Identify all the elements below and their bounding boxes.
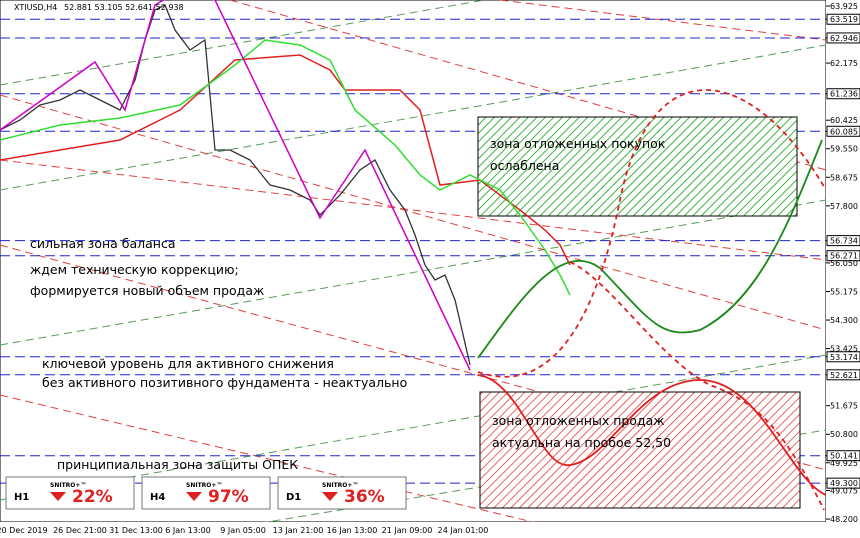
indicator-box [277, 476, 407, 510]
percent: 22% [72, 487, 113, 507]
brand: SNITRO+™ [50, 482, 86, 489]
price-label: 49.075 [830, 487, 858, 496]
annotation: принципиальная зона защиты ОПЕК [57, 457, 298, 472]
price-label: 62.946 [830, 34, 858, 43]
annotation: зона отложенных покупок [490, 136, 666, 151]
symbol: XTIUSD,H4 [14, 3, 57, 12]
cloud-red [0, 54, 571, 266]
price-label: 53.425 [830, 345, 858, 354]
scenario-down-alt [477, 374, 827, 496]
price-label: 48.200 [830, 515, 858, 524]
price-label: 50.800 [830, 430, 858, 439]
cloud-green [0, 39, 571, 296]
price-label: 62.175 [830, 59, 858, 68]
annotation: зона отложенных продаж [492, 413, 665, 428]
buy-zone [477, 116, 798, 217]
timeframe: H1 [14, 492, 29, 503]
date-label: 20 Dec 2019 [0, 526, 48, 535]
price-label: 58.675 [830, 173, 858, 182]
indicator-box [5, 476, 135, 510]
zigzag [0, 0, 471, 371]
percent: 97% [208, 487, 249, 507]
price-label: 56.050 [830, 259, 858, 268]
scenario-up [477, 139, 823, 359]
date-label: 9 Jan 05:00 [220, 526, 266, 535]
price-label: 60.085 [830, 127, 858, 136]
level-box [826, 125, 860, 137]
annotation: формируется новый объем продаж [30, 283, 264, 298]
price-label: 56.271 [830, 252, 858, 261]
arrow [50, 492, 66, 501]
level-box [826, 88, 860, 100]
scenario-up-alt [477, 89, 827, 378]
price-label: 60.425 [830, 116, 858, 125]
annotation: сильная зона баланса [30, 236, 176, 251]
date-label: 6 Jan 13:00 [165, 526, 211, 535]
date-label: 26 Dec 21:00 [53, 526, 107, 535]
arrow [186, 492, 202, 501]
ohlc: 52.881 53.105 52.641 52.938 [64, 3, 184, 12]
price-label: 53.174 [830, 353, 858, 362]
timeframe: D1 [286, 492, 301, 503]
level-box [826, 32, 860, 44]
date-label: 24 Jan 01:00 [438, 526, 489, 535]
price-label: 56.734 [830, 237, 858, 246]
date-label: 21 Jan 09:00 [382, 526, 433, 535]
level-box [826, 13, 860, 25]
level-box [826, 235, 860, 247]
sell-zone [479, 391, 801, 509]
price-label: 57.800 [830, 202, 858, 211]
level-box [826, 369, 860, 381]
percent: 36% [344, 487, 385, 507]
price-label: 63.925 [830, 2, 858, 11]
time-axis [0, 522, 826, 538]
price-label: 63.519 [830, 15, 858, 24]
brand: SNITRO+™ [322, 482, 358, 489]
annotation: ждем техническую коррекцию; [30, 262, 239, 277]
price-label: 61.236 [830, 90, 858, 99]
price-label: 49.925 [830, 459, 858, 468]
date-label: 13 Jan 21:00 [273, 526, 324, 535]
level-box [826, 250, 860, 262]
price-label: 52.621 [830, 371, 858, 380]
level-box [826, 477, 860, 489]
price-label: 55.175 [830, 287, 858, 296]
arrow [322, 492, 338, 501]
price-label: 59.550 [830, 145, 858, 154]
timeframe: H4 [150, 492, 165, 503]
date-label: 16 Jan 13:00 [327, 526, 378, 535]
indicator-box [141, 476, 271, 510]
annotation: без активного позитивного фундамента - н… [42, 375, 407, 390]
price-label: 51.675 [830, 402, 858, 411]
level-box [826, 351, 860, 363]
date-label: 31 Dec 13:00 [109, 526, 163, 535]
annotation: ключевой уровень для активного снижения [42, 356, 334, 371]
annotation: актуальна на пробое 52,50 [492, 435, 671, 450]
level-box [826, 450, 860, 462]
price-label: 50.141 [830, 452, 858, 461]
brand: SNITRO+™ [186, 482, 222, 489]
annotation: ослаблена [490, 158, 559, 173]
price [0, 4, 471, 366]
price-label: 49.300 [830, 479, 858, 488]
price-label: 54.300 [830, 316, 858, 325]
